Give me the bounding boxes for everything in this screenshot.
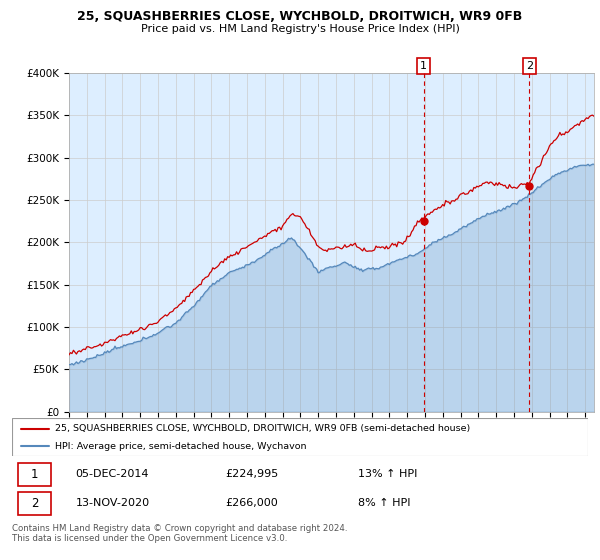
Text: HPI: Average price, semi-detached house, Wychavon: HPI: Average price, semi-detached house,… [55, 442, 307, 451]
Text: 13% ↑ HPI: 13% ↑ HPI [358, 469, 417, 479]
Text: 2: 2 [526, 61, 533, 71]
Text: 13-NOV-2020: 13-NOV-2020 [76, 498, 149, 508]
Text: £266,000: £266,000 [225, 498, 278, 508]
Point [524, 182, 534, 191]
FancyBboxPatch shape [12, 418, 588, 456]
Text: 1: 1 [420, 61, 427, 71]
Text: 8% ↑ HPI: 8% ↑ HPI [358, 498, 410, 508]
Text: £224,995: £224,995 [225, 469, 278, 479]
Text: 25, SQUASHBERRIES CLOSE, WYCHBOLD, DROITWICH, WR9 0FB: 25, SQUASHBERRIES CLOSE, WYCHBOLD, DROIT… [77, 10, 523, 22]
Text: Price paid vs. HM Land Registry's House Price Index (HPI): Price paid vs. HM Land Registry's House … [140, 24, 460, 34]
Text: 05-DEC-2014: 05-DEC-2014 [76, 469, 149, 479]
FancyBboxPatch shape [18, 492, 51, 515]
Text: Contains HM Land Registry data © Crown copyright and database right 2024.
This d: Contains HM Land Registry data © Crown c… [12, 524, 347, 543]
Text: 1: 1 [31, 468, 38, 481]
Text: 2: 2 [31, 497, 38, 510]
Point [419, 217, 428, 226]
FancyBboxPatch shape [18, 463, 51, 486]
Text: 25, SQUASHBERRIES CLOSE, WYCHBOLD, DROITWICH, WR9 0FB (semi-detached house): 25, SQUASHBERRIES CLOSE, WYCHBOLD, DROIT… [55, 424, 470, 433]
